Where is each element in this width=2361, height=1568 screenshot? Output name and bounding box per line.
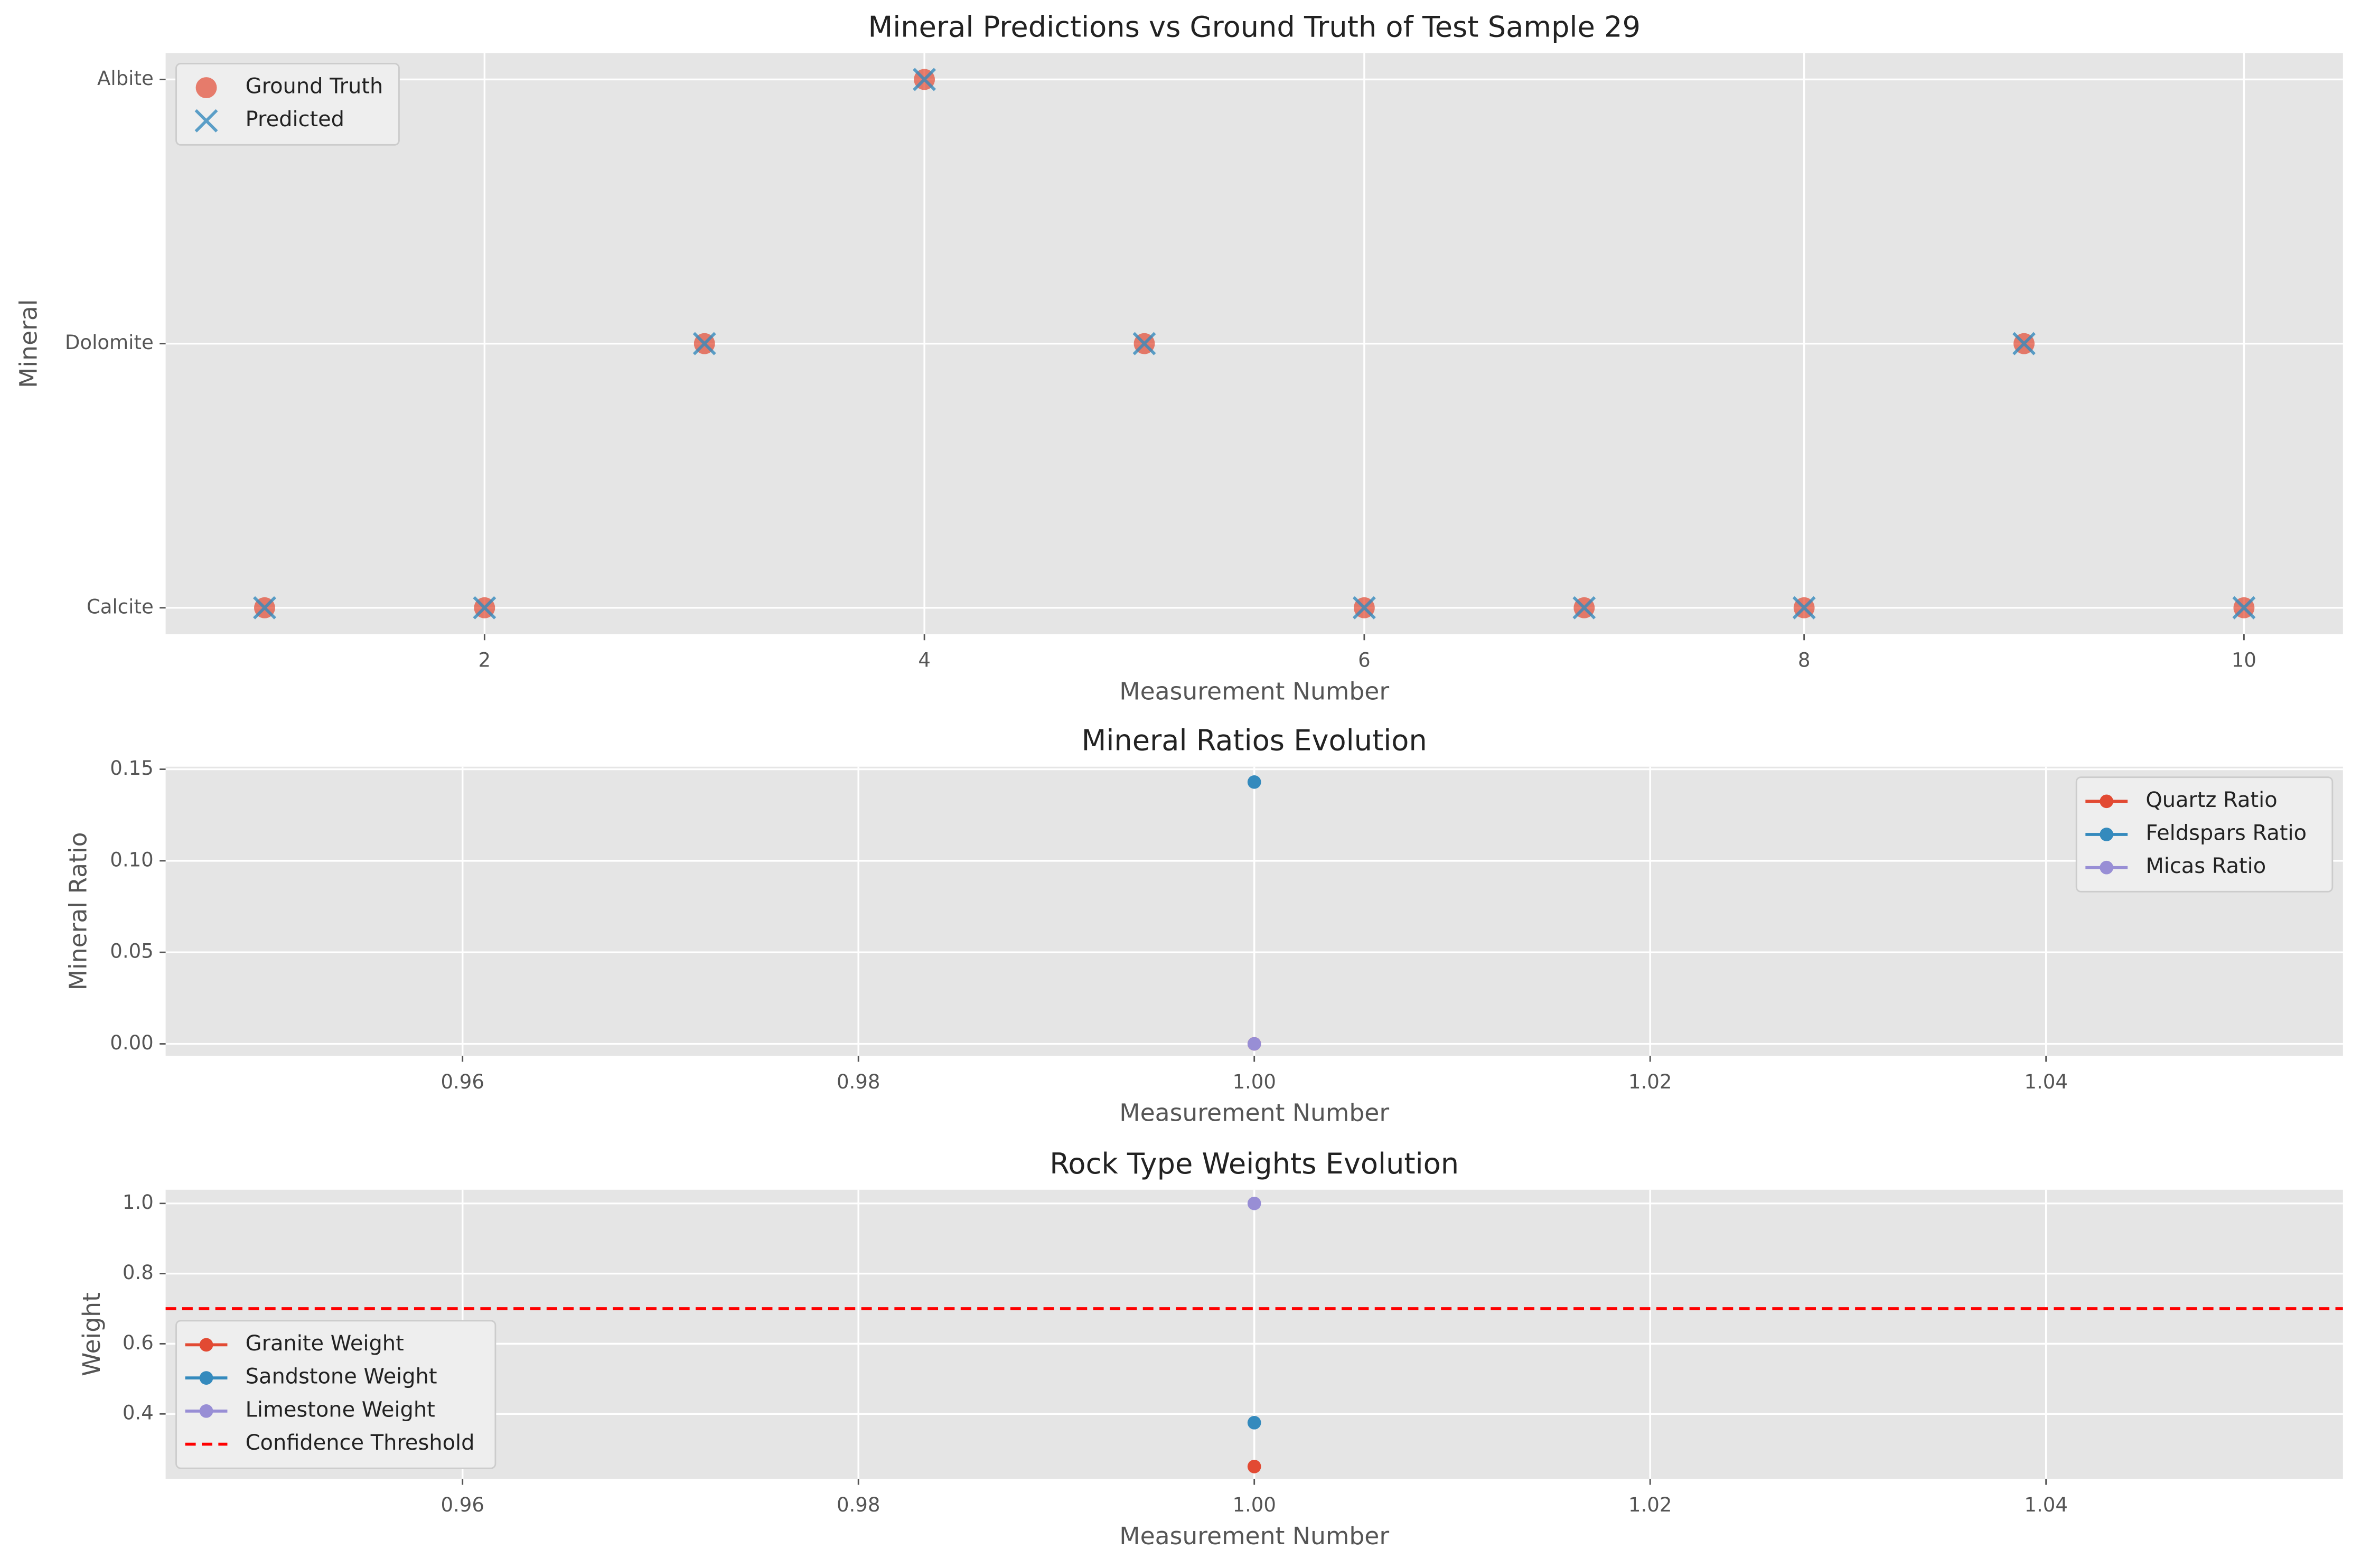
y-tick-label: 0.10 xyxy=(110,848,154,871)
legend-swatch xyxy=(199,1404,213,1418)
marker xyxy=(2232,596,2256,619)
x-axis-label: Measurement Number xyxy=(1119,1099,1389,1127)
y-tick-label: 0.05 xyxy=(110,940,154,963)
y-axis-label: Mineral Ratio xyxy=(64,832,92,990)
marker xyxy=(194,109,218,133)
marker xyxy=(1572,596,1596,619)
chart-title: Mineral Predictions vs Ground Truth of T… xyxy=(868,10,1640,43)
x-tick-label: 1.00 xyxy=(1232,1071,1276,1093)
y-tick-label: Albite xyxy=(97,67,154,90)
marker xyxy=(195,77,217,98)
legend-label: Granite Weight xyxy=(246,1331,404,1356)
legend-swatch xyxy=(2100,794,2114,809)
x-tick-label: 1.04 xyxy=(2024,1494,2068,1516)
y-tick-label: Dolomite xyxy=(65,331,154,354)
legend-label: Feldspars Ratio xyxy=(2145,821,2307,846)
x-tick-label: 4 xyxy=(918,649,931,672)
y-tick-label: 0.8 xyxy=(123,1261,154,1284)
y-tick-label: 0.15 xyxy=(110,757,154,780)
marker xyxy=(1132,332,1156,355)
y-tick-label: 0.6 xyxy=(123,1331,154,1354)
x-axis-label: Measurement Number xyxy=(1119,1522,1389,1550)
legend-swatch xyxy=(199,1338,213,1352)
x-tick-label: 10 xyxy=(2232,649,2256,672)
marker xyxy=(473,596,496,619)
x-tick-label: 1.04 xyxy=(2024,1071,2068,1093)
chart-title: Mineral Ratios Evolution xyxy=(1082,724,1427,757)
legend-swatch xyxy=(2100,860,2114,875)
legend-box xyxy=(2075,776,2334,893)
x-tick-label: 8 xyxy=(1798,649,1811,672)
x-axis-label: Measurement Number xyxy=(1119,678,1389,706)
y-tick-label: 1.0 xyxy=(123,1191,154,1214)
legend-swatch xyxy=(199,1371,213,1385)
marker xyxy=(2012,332,2036,355)
point xyxy=(1247,1037,1261,1051)
point xyxy=(1247,775,1261,789)
marker xyxy=(1352,596,1376,619)
legend-label: Micas Ratio xyxy=(2145,854,2266,878)
x-tick-label: 1.00 xyxy=(1232,1494,1276,1516)
marker xyxy=(252,596,276,619)
legend-label: Limestone Weight xyxy=(246,1397,435,1422)
x-tick-label: 0.96 xyxy=(441,1071,484,1093)
y-axis-label: Weight xyxy=(78,1292,106,1376)
point xyxy=(1247,1416,1261,1430)
legend-swatch xyxy=(2100,828,2114,841)
marker xyxy=(1792,596,1816,619)
y-tick-label: Calcite xyxy=(87,595,154,618)
x-tick-label: 0.98 xyxy=(837,1071,880,1093)
legend-box xyxy=(175,62,400,146)
x-tick-label: 1.02 xyxy=(1628,1494,1672,1516)
point xyxy=(1247,1460,1261,1473)
legend-box xyxy=(175,1320,496,1469)
legend-label: Quartz Ratio xyxy=(2145,788,2277,812)
legend-label: Sandstone Weight xyxy=(246,1365,437,1389)
y-axis-label: Mineral xyxy=(15,299,43,388)
marker xyxy=(692,332,716,355)
legend-label: Predicted xyxy=(246,107,344,132)
x-tick-label: 2 xyxy=(479,649,491,672)
legend-label: Confidence Threshold xyxy=(246,1431,475,1455)
y-tick-label: 0.4 xyxy=(123,1402,154,1424)
y-tick-label: 0.00 xyxy=(110,1031,154,1054)
x-tick-label: 6 xyxy=(1358,649,1371,672)
x-tick-label: 0.96 xyxy=(441,1494,484,1516)
chart-title: Rock Type Weights Evolution xyxy=(1050,1147,1459,1180)
marker xyxy=(913,68,936,91)
x-tick-label: 0.98 xyxy=(837,1494,880,1516)
point xyxy=(1247,1196,1261,1210)
x-tick-label: 1.02 xyxy=(1628,1071,1672,1093)
legend-label: Ground Truth xyxy=(246,74,383,99)
